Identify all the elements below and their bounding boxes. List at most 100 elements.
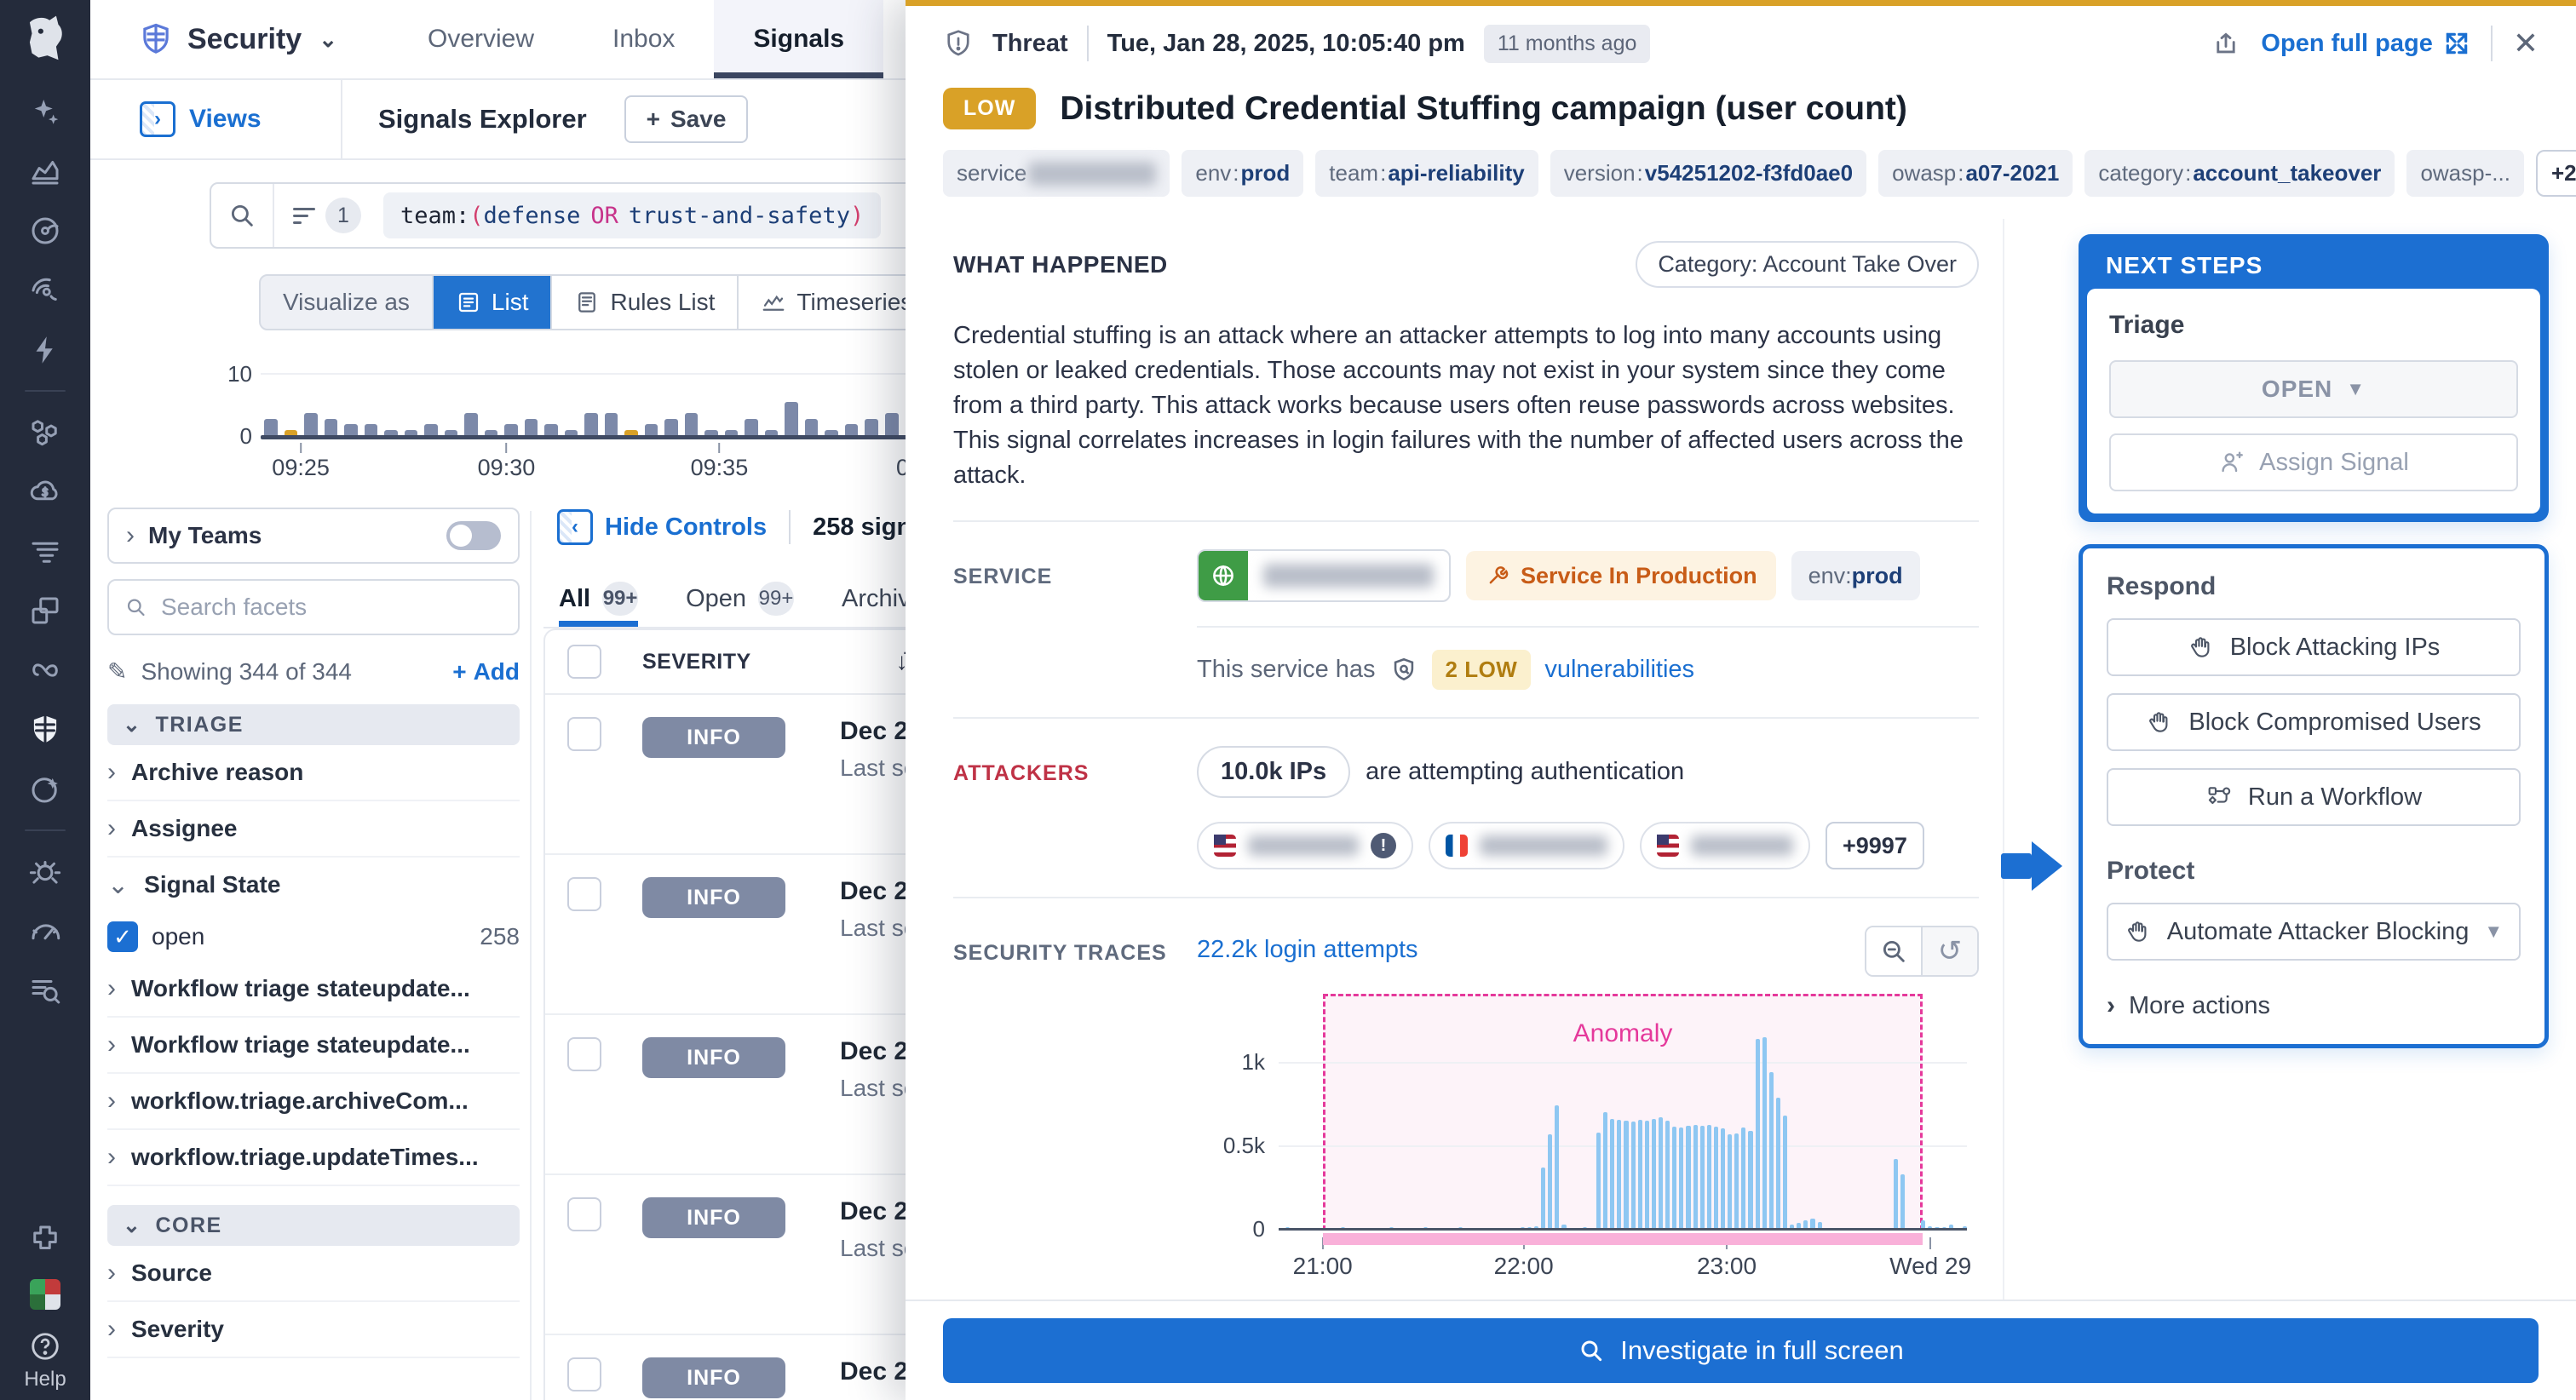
facet-group-core[interactable]: ⌄ CORE [107, 1205, 520, 1246]
integrations-puzzle-icon[interactable] [26, 1219, 65, 1259]
tab-open[interactable]: Open 99+ [686, 571, 795, 627]
chevron-down-icon: ▼ [2484, 921, 2504, 942]
rum-windows-icon[interactable] [26, 591, 65, 630]
metrics-chart-icon[interactable] [26, 152, 65, 191]
category-pill[interactable]: Category: Account Take Over [1636, 241, 1979, 288]
facet-group-triage[interactable]: ⌄ TRIAGE [107, 704, 520, 745]
facet-source[interactable]: › Source [107, 1246, 520, 1302]
viz-option-timeseries[interactable]: Timeseries [737, 276, 935, 329]
investigate-full-screen-button[interactable]: Investigate in full screen [943, 1318, 2539, 1383]
severity-badge: INFO [642, 1197, 785, 1238]
env-prod-pill[interactable]: env: prod [1791, 551, 1920, 600]
tab-overview[interactable]: Overview [427, 25, 535, 53]
login-failures-chart[interactable]: Anomaly 0.5k 1k 0 21:00 22:00 23:00 Wed 29 [1197, 994, 1979, 1294]
usm-broadcast-icon[interactable] [26, 271, 65, 310]
zoom-out-button[interactable] [1866, 927, 1921, 975]
ci-bolt-icon[interactable] [26, 330, 65, 370]
hide-controls-button[interactable]: ‹ Hide Controls [557, 509, 767, 545]
select-all-checkbox[interactable] [567, 645, 601, 679]
histogram-bars [264, 373, 999, 435]
row-checkbox[interactable] [567, 877, 601, 911]
viz-option-list[interactable]: List [431, 276, 551, 329]
attacking-ips-pill[interactable]: 10.0k IPs [1197, 746, 1351, 798]
vulnerabilities-link[interactable]: vulnerabilities [1544, 656, 1695, 683]
reset-zoom-button[interactable]: ↺ [1921, 927, 1977, 975]
bits-ai-sparkle-icon[interactable] [26, 92, 65, 131]
tab-inbox[interactable]: Inbox [612, 25, 676, 53]
row-checkbox[interactable] [567, 1197, 601, 1231]
login-attempts-link[interactable]: 22.2k login attempts [1197, 936, 1418, 963]
service-management-compass-icon[interactable] [26, 770, 65, 809]
attacker-ip-pill[interactable]: ! [1197, 822, 1413, 869]
attacker-ip-pill[interactable] [1640, 822, 1810, 869]
run-workflow-button[interactable]: Run a Workflow [2107, 768, 2521, 826]
facet-severity[interactable]: › Severity [107, 1302, 520, 1358]
add-facet-button[interactable]: + Add [452, 657, 520, 685]
filter-count-badge: 1 [325, 198, 361, 233]
attention-arrow-icon [2001, 841, 2062, 891]
tag-team[interactable]: team: api-reliability [1315, 150, 1538, 197]
content-divider [2003, 219, 2004, 1300]
assign-signal-button[interactable]: Assign Signal [2109, 433, 2518, 491]
open-full-page-button[interactable]: Open full page [2261, 30, 2470, 58]
row-checkbox[interactable] [567, 1357, 601, 1391]
tag-owasp-truncated[interactable]: owasp-... [2406, 150, 2524, 197]
facet-assignee[interactable]: › Assignee [107, 801, 520, 858]
user-avatar-icon[interactable] [30, 1279, 60, 1310]
tab-signals[interactable]: Signals [714, 0, 884, 78]
datadog-logo-icon[interactable] [19, 14, 72, 66]
checkbox-checked-icon[interactable]: ✓ [107, 921, 138, 952]
views-button[interactable]: › Views [90, 80, 342, 158]
cloud-cost-icon[interactable] [26, 472, 65, 511]
share-icon[interactable] [2211, 29, 2240, 58]
tag-service[interactable]: service [943, 150, 1170, 197]
facet-search[interactable] [107, 579, 520, 635]
error-tracking-bug-icon[interactable] [26, 852, 65, 891]
more-tags-badge[interactable]: +275 [2535, 150, 2576, 197]
synthetics-loop-icon[interactable] [26, 651, 65, 690]
tag-env[interactable]: env: prod [1182, 150, 1304, 197]
facet-value-open[interactable]: ✓ open 258 [107, 912, 520, 961]
slo-gauge-icon[interactable] [26, 911, 65, 950]
attacker-ip-pill[interactable] [1429, 822, 1624, 869]
logs-filter-icon[interactable] [26, 531, 65, 571]
service-pill[interactable] [1197, 549, 1451, 602]
apm-target-icon[interactable] [26, 211, 65, 250]
row-checkbox[interactable] [567, 717, 601, 751]
facet-workflow-archivecom[interactable]: › workflow.triage.archiveCom... [107, 1074, 520, 1130]
visualize-as-segmented-control: Visualize as List Rules List Timeseries … [259, 274, 998, 330]
save-button[interactable]: + Save [624, 95, 749, 143]
signals-search-bar[interactable]: 1 team:(defense OR trust-and-safety) [210, 182, 981, 249]
audit-trail-search-icon[interactable] [26, 971, 65, 1010]
triage-state-dropdown[interactable]: OPEN ▼ [2109, 360, 2518, 418]
automate-attacker-blocking-dropdown[interactable]: Automate Attacker Blocking ▼ [2107, 903, 2521, 961]
row-checkbox[interactable] [567, 1037, 601, 1071]
infrastructure-hexagons-icon[interactable] [26, 412, 65, 451]
facet-my-teams[interactable]: › My Teams [107, 508, 520, 564]
tag-category[interactable]: category: account_takeover [2084, 150, 2395, 197]
close-icon[interactable]: ✕ [2512, 26, 2539, 60]
facet-workflow-stateupdate-2[interactable]: › Workflow triage stateupdate... [107, 1018, 520, 1074]
more-actions-button[interactable]: › More actions [2107, 991, 2271, 1019]
security-shield-icon[interactable] [26, 710, 65, 749]
block-attacking-ips-button[interactable]: Block Attacking IPs [2107, 618, 2521, 676]
facet-search-input[interactable] [158, 593, 503, 622]
more-ips-badge[interactable]: +9997 [1826, 822, 1924, 869]
my-teams-toggle[interactable] [446, 521, 501, 550]
facet-workflow-stateupdate-1[interactable]: › Workflow triage stateupdate... [107, 961, 520, 1018]
visualize-as-label: Visualize as [283, 289, 410, 315]
query-input[interactable]: team:(defense OR trust-and-safety) [383, 192, 882, 238]
tag-owasp[interactable]: owasp: a07-2021 [1878, 150, 2073, 197]
help-button[interactable]: Help [24, 1330, 66, 1391]
block-compromised-users-button[interactable]: Block Compromised Users [2107, 693, 2521, 751]
filter-chip[interactable]: 1 [274, 198, 380, 233]
security-product-switcher[interactable]: Security ⌄ [90, 0, 388, 78]
viz-option-rules-list[interactable]: Rules List [550, 276, 738, 329]
facet-archive-reason[interactable]: › Archive reason [107, 745, 520, 801]
service-in-production-pill[interactable]: Service In Production [1466, 551, 1776, 600]
tab-all[interactable]: All 99+ [559, 571, 639, 627]
facet-workflow-updatetimes[interactable]: › workflow.triage.updateTimes... [107, 1130, 520, 1186]
tag-version[interactable]: version: v54251202-f3fd0ae0 [1550, 150, 1867, 197]
facet-signal-state[interactable]: ⌄ Signal State [107, 870, 281, 899]
